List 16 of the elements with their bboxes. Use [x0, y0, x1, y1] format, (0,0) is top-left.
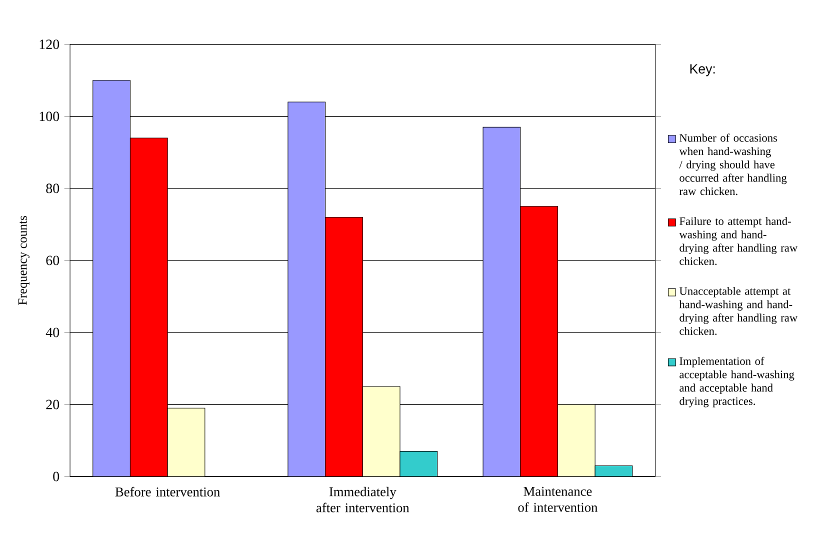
- legend-label: Unacceptable attempt at hand-washing and hand-drying after handling raw chicken.: [679, 287, 798, 336]
- legend-label: Failure to attempt hand-washing and hand-drying after handling raw chicken.: [679, 217, 798, 266]
- legend-label: Number of occasions when hand-washing / drying should have occurred after handling raw chicken.: [679, 134, 787, 196]
- y-tick-label: 40: [46, 328, 60, 338]
- y-tick-label: 100: [40, 112, 60, 122]
- x-tick-label: Immediately after intervention: [316, 487, 410, 513]
- y-tick-label: 80: [46, 184, 60, 194]
- legend-label: Implementation of acceptable hand-washing and acceptable hand drying practices.: [680, 357, 794, 408]
- y-tick-label: 20: [46, 400, 60, 410]
- x-tick-label: Before intervention: [115, 487, 220, 497]
- y-tick-label: 0: [53, 472, 60, 482]
- y-tick-label: 120: [40, 40, 60, 50]
- y-tick-label: 60: [46, 256, 60, 266]
- legend-title: Key:: [690, 64, 715, 76]
- y-axis-title: Frequency counts: [18, 216, 30, 306]
- x-tick-label: Maintenance of intervention: [518, 487, 598, 512]
